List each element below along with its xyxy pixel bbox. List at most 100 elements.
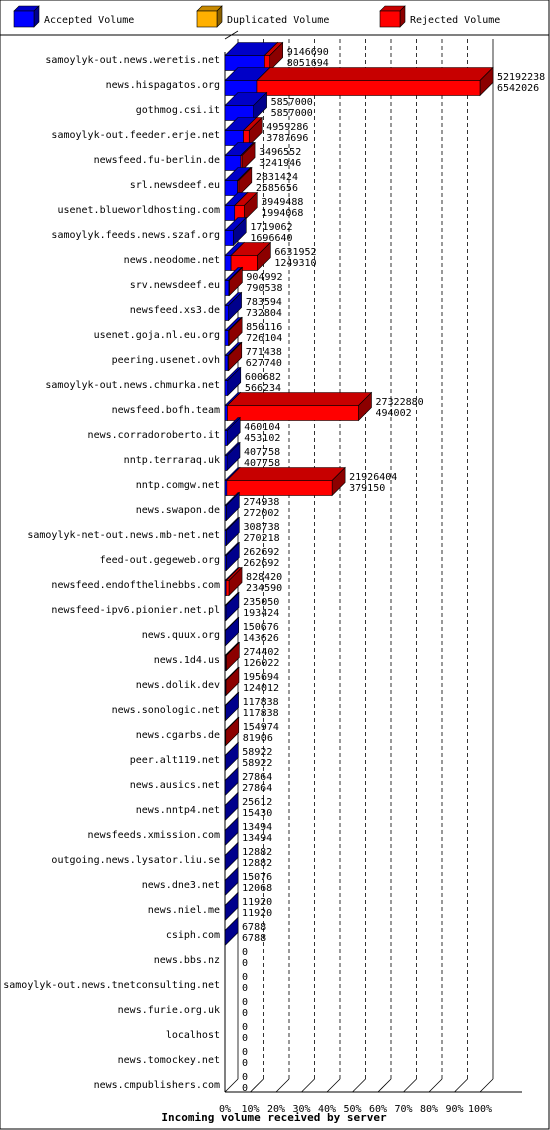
value-accepted: 6788 <box>242 933 266 944</box>
x-tick-label: 80% <box>420 1104 438 1115</box>
value-total: 274402 <box>243 647 279 658</box>
bar-rejected-front <box>228 280 230 296</box>
bar-rejected-top <box>226 392 373 406</box>
value-total: 1719062 <box>250 222 292 233</box>
server-label: samoylyk-out.news.weretis.net <box>45 55 220 66</box>
value-total: 150676 <box>243 622 279 633</box>
bar-rejected-top <box>226 467 346 481</box>
value-total: 21926404 <box>349 472 397 483</box>
value-total: 4959286 <box>266 122 308 133</box>
value-total: 12882 <box>242 847 272 858</box>
legend-label: Accepted Volume <box>44 15 134 26</box>
server-label: news.furie.org.uk <box>118 1005 220 1016</box>
server-label: peer.alt119.net <box>130 755 220 766</box>
value-total: 117838 <box>243 697 279 708</box>
bar-accepted-front <box>224 180 238 196</box>
value-accepted: 27864 <box>242 783 272 794</box>
server-label: news.corradoroberto.it <box>88 430 220 441</box>
bar-accepted-front <box>224 230 234 246</box>
server-label: usenet.goja.nl.eu.org <box>94 330 220 341</box>
value-accepted: 0 <box>242 1033 248 1044</box>
value-total: 0 <box>242 947 248 958</box>
value-accepted: 1696640 <box>250 233 292 244</box>
value-total: 828420 <box>246 572 282 583</box>
legend: Accepted Volume Duplicated Volume Rejected… <box>13 5 500 28</box>
server-label: news.cgarbs.de <box>136 730 220 741</box>
gridlines <box>224 39 494 1093</box>
bar-row: samoylyk-out.news.chmurka.net 60068256623… <box>45 366 281 397</box>
bar-rejected-front <box>227 355 230 371</box>
server-label: samoylyk-out.news.chmurka.net <box>45 380 220 391</box>
floor-line <box>250 1078 264 1093</box>
server-label: news.dolik.dev <box>136 680 220 691</box>
value-total: 3496552 <box>259 147 301 158</box>
legend-swatch-front <box>196 10 218 28</box>
server-label: news.ausics.net <box>130 780 220 791</box>
server-label: news.nntp4.net <box>136 805 220 816</box>
plot-area: 0% 10% 20% 30% 40% 50% 60% 70% 80% 90% 100% samoyly… <box>3 30 545 1115</box>
server-label: peering.usenet.ovh <box>112 355 220 366</box>
bar-accepted-front <box>224 405 228 421</box>
bar-rejected-front <box>228 330 230 346</box>
value-total: 0 <box>242 972 248 983</box>
bar-accepted-front <box>224 330 229 346</box>
server-label: localhost <box>166 1030 220 1041</box>
server-label: news.dne3.net <box>142 880 220 891</box>
server-label: csiph.com <box>166 930 220 941</box>
bar-rejected-front <box>226 480 333 496</box>
bar-row: samoylyk.feeds.news.szaf.org 171906216966… <box>51 216 293 247</box>
server-label: news.niel.me <box>148 905 220 916</box>
x-tick-label: 90% <box>445 1104 463 1115</box>
value-accepted: 124012 <box>243 683 279 694</box>
value-total: 460104 <box>244 422 280 433</box>
value-accepted: 3241946 <box>259 158 301 169</box>
floor-line <box>301 1078 315 1093</box>
server-label: news.swapon.de <box>136 505 220 516</box>
value-accepted: 5857000 <box>271 108 313 119</box>
bar-accepted-front <box>224 605 227 621</box>
axis-depth-top <box>224 30 239 40</box>
floor-line <box>428 1078 443 1093</box>
value-accepted: 58922 <box>242 758 272 769</box>
value-accepted: 270218 <box>244 533 280 544</box>
server-label: srl.newsdeef.eu <box>130 180 220 191</box>
legend-item: Rejected Volume <box>379 5 500 28</box>
bar-row: usenet.blueworldhosting.com 3949488199406… <box>57 191 303 222</box>
server-label: news.hispagatos.org <box>106 80 220 91</box>
legend-swatch-front <box>379 10 401 28</box>
bar-row: localhost 00 <box>166 1022 248 1044</box>
server-label: srv.newsdeef.eu <box>130 280 220 291</box>
value-total: 850116 <box>246 322 282 333</box>
value-accepted: 732804 <box>246 308 282 319</box>
value-accepted: 12882 <box>242 858 272 869</box>
bar-accepted-front <box>224 705 226 721</box>
value-total: 58922 <box>242 747 272 758</box>
value-total: 2831424 <box>256 172 298 183</box>
server-label: samoylyk-net-out.news.mb-net.net <box>27 530 220 541</box>
x-tick-label: 50% <box>343 1104 361 1115</box>
value-accepted: 12068 <box>242 883 272 894</box>
legend-item: Duplicated Volume <box>196 5 329 28</box>
bar-rejected-front <box>227 405 359 421</box>
floor-line <box>403 1078 417 1093</box>
value-accepted: 790538 <box>246 283 282 294</box>
server-label: gothmog.csi.it <box>136 105 220 116</box>
value-total: 235050 <box>243 597 279 608</box>
server-label: newsfeed.bofh.team <box>112 405 220 416</box>
bar-accepted-front <box>224 380 229 396</box>
bar-rejected-front <box>230 255 258 271</box>
